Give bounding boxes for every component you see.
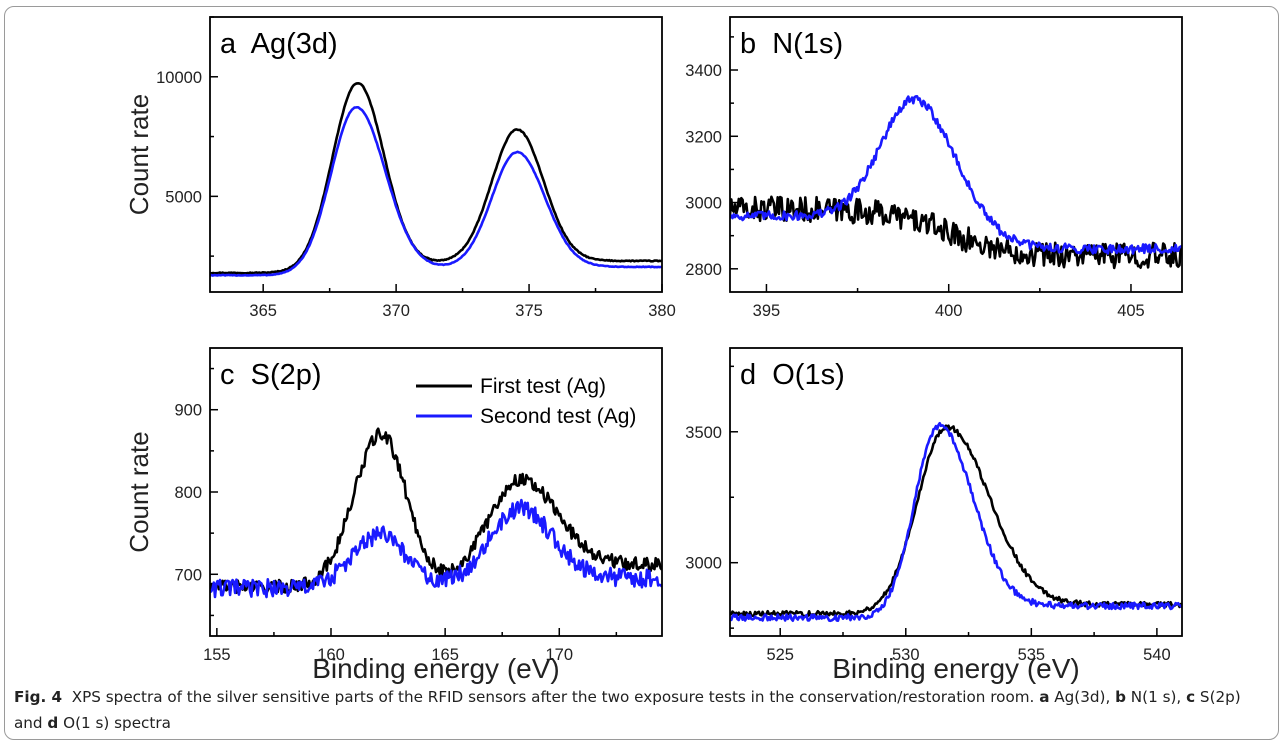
series-line-c-first <box>210 427 662 595</box>
panel-d: 525 530 535 540 3000 3500 d O(1s) Binding energ… <box>685 347 1183 684</box>
y-tick-label-b: 3000 <box>685 195 722 213</box>
plot-frame-b <box>729 16 1183 293</box>
y-tick-label-a: 5000 <box>165 188 202 206</box>
x-tick-label-a: 365 <box>249 302 277 320</box>
panel-c: 155 160 165 170 700 800 900 c S(2p) Count rate Bi… <box>124 347 663 684</box>
caption-part-c-text: S(2p) and <box>14 688 1241 732</box>
y-tick-label-b: 2800 <box>685 261 722 279</box>
x-tick-label-c: 170 <box>546 646 574 664</box>
x-tick-label-b: 400 <box>935 302 963 320</box>
legend-label-first: First test (Ag) <box>480 375 606 398</box>
series-line-c-second <box>210 498 662 599</box>
legend-label-second: Second test (Ag) <box>480 405 636 428</box>
y-axis-label-c: Count rate <box>124 431 154 552</box>
panel-a: 365 370 375 380 5000 10000 a Ag(3d) Count rate <box>124 16 676 320</box>
caption-label: Fig. 4 <box>14 688 63 706</box>
y-tick-label-c: 900 <box>174 402 202 420</box>
caption-part-a-text: Ag(3d), <box>1049 688 1116 706</box>
y-tick-label-a: 10000 <box>156 69 202 87</box>
x-tick-label-d: 540 <box>1143 646 1171 664</box>
series-line-b-second <box>730 95 1182 255</box>
x-tick-label-b: 395 <box>753 302 781 320</box>
panel-title-c: c S(2p) <box>220 359 322 391</box>
y-tick-label-d: 3000 <box>685 555 722 573</box>
x-tick-label-c: 155 <box>203 646 231 664</box>
x-tick-label-b: 405 <box>1117 302 1145 320</box>
x-axis-label-c: Binding energy (eV) <box>312 653 559 684</box>
panel-title-d: d O(1s) <box>740 359 845 391</box>
caption-lead: XPS spectra of the silver sensitive part… <box>71 688 1040 706</box>
figure-frame <box>4 6 1279 740</box>
series-line-a-second <box>210 106 662 277</box>
caption-part-a-letter: a <box>1039 688 1050 706</box>
y-tick-label-b: 3400 <box>685 62 722 80</box>
x-tick-label-a: 380 <box>648 302 676 320</box>
x-tick-label-c: 160 <box>317 646 345 664</box>
x-tick-label-a: 370 <box>382 302 410 320</box>
series-line-d-second <box>730 421 1182 623</box>
figure-caption: Fig. 4 XPS spectra of the silver sensiti… <box>14 684 1272 736</box>
x-tick-label-d: 530 <box>892 646 920 664</box>
caption-part-c-letter: c <box>1186 688 1196 706</box>
caption-part-b-letter: b <box>1115 688 1126 706</box>
x-tick-label-a: 375 <box>515 302 543 320</box>
caption-part-b-text: N(1 s), <box>1125 688 1187 706</box>
panel-b: 395 400 405 2800 3000 3200 3400 b N(1s) <box>685 16 1183 320</box>
plot-frame-d <box>729 347 1183 637</box>
y-tick-label-c: 700 <box>174 566 202 584</box>
x-tick-label-d: 535 <box>1018 646 1046 664</box>
caption-part-d-text: O(1 s) spectra <box>58 714 171 732</box>
panel-title-b: b N(1s) <box>740 28 843 60</box>
panel-title-a: a Ag(3d) <box>220 28 338 60</box>
x-tick-label-c: 165 <box>431 646 459 664</box>
series-line-a-first <box>210 82 662 275</box>
plot-frame-a <box>209 16 663 293</box>
x-tick-label-d: 525 <box>766 646 794 664</box>
x-axis-label-d: Binding energy (eV) <box>832 653 1079 684</box>
y-axis-label-a: Count rate <box>124 94 154 215</box>
caption-part-d-letter: d <box>47 714 59 732</box>
series-line-b-first <box>730 195 1182 270</box>
y-tick-label-c: 800 <box>174 484 202 502</box>
y-tick-label-d: 3500 <box>685 424 722 442</box>
legend: First test (Ag) Second test (Ag) <box>416 375 636 428</box>
y-tick-label-b: 3200 <box>685 128 722 146</box>
series-line-d-first <box>730 424 1182 618</box>
